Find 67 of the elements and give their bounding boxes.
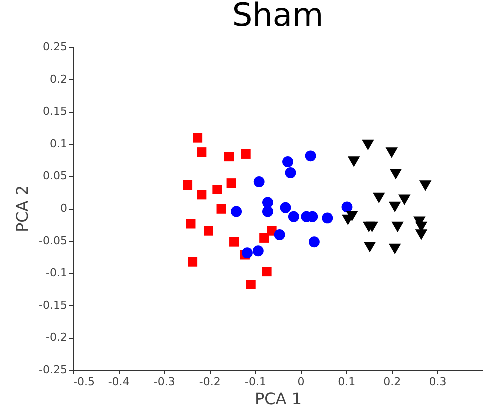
point	[260, 233, 270, 243]
point	[193, 133, 203, 143]
point	[231, 206, 242, 218]
point	[230, 237, 240, 247]
point	[388, 244, 402, 254]
y-tick-label: -0.15	[39, 298, 68, 312]
point	[305, 150, 316, 162]
point	[262, 206, 274, 218]
point	[197, 148, 207, 158]
x-tick-label: 0.2	[384, 376, 402, 388]
x-tick-label: -0.1	[244, 376, 266, 388]
point	[224, 152, 234, 162]
point	[288, 211, 300, 222]
point	[183, 180, 193, 190]
point	[186, 219, 196, 229]
point	[362, 140, 374, 150]
x-tick-label: 0	[298, 376, 305, 388]
point	[246, 280, 256, 290]
point	[388, 202, 402, 213]
point	[415, 230, 428, 240]
y-tick-label: -0.2	[46, 331, 68, 344]
point	[188, 257, 198, 267]
point	[252, 246, 264, 257]
point	[348, 156, 360, 168]
point	[204, 226, 214, 236]
point	[241, 149, 251, 159]
point	[242, 248, 253, 259]
point	[373, 192, 386, 204]
point	[285, 168, 296, 178]
y-tick-label: 0.1	[50, 137, 68, 150]
point	[282, 156, 294, 168]
point	[386, 148, 398, 158]
point	[262, 197, 274, 208]
y-tick-label: 0.2	[50, 72, 68, 86]
y-tick-label: 0.15	[43, 105, 68, 118]
point	[262, 267, 272, 277]
x-tick-label: 0.3	[429, 376, 447, 388]
point	[308, 236, 320, 248]
point	[254, 176, 265, 188]
point	[226, 178, 236, 188]
y-tick-label: -0.1	[46, 266, 68, 280]
x-tick-label: -0.5	[74, 376, 95, 388]
y-tick-label: 0.05	[43, 170, 68, 183]
x-tick-label: -0.2	[199, 376, 221, 388]
point	[364, 242, 376, 253]
point	[398, 194, 411, 206]
y-tick-label: 0.25	[43, 40, 68, 54]
point	[216, 204, 226, 214]
point	[322, 212, 334, 224]
point	[419, 180, 432, 192]
chart-title: Sham	[232, 0, 324, 34]
y-axis-title: PCA 2	[13, 185, 32, 233]
point	[274, 230, 286, 240]
y-tick-label: -0.05	[39, 234, 68, 248]
point	[280, 202, 292, 214]
point	[390, 168, 402, 180]
x-tick-label: -0.4	[108, 376, 130, 388]
x-axis-title: PCA 1	[254, 390, 302, 408]
y-tick-label: -0.25	[39, 364, 68, 376]
x-tick-label: -0.3	[154, 376, 176, 388]
y-tick-label: 0	[60, 202, 68, 215]
point	[392, 222, 404, 233]
point	[197, 190, 207, 200]
point	[212, 185, 222, 195]
point	[366, 222, 378, 233]
point	[342, 202, 353, 213]
x-tick-label: 0.1	[338, 376, 356, 388]
